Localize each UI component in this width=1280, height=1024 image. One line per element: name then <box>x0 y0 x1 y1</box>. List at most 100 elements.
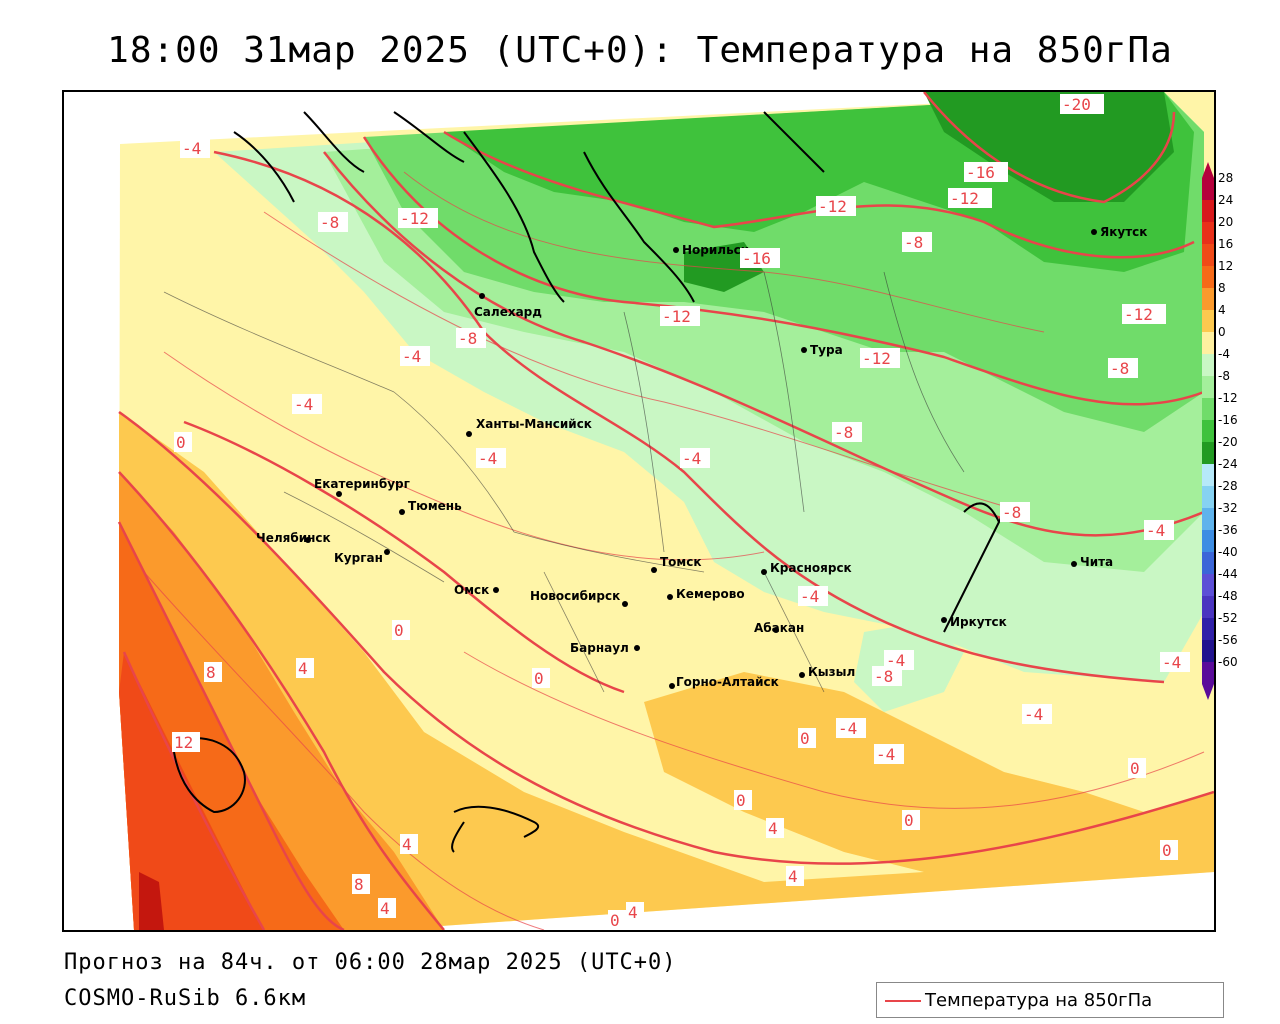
svg-text:4: 4 <box>402 835 412 854</box>
map-title: 18:00 31мар 2025 (UTC+0): Температура на… <box>107 30 1173 71</box>
svg-text:-4: -4 <box>1146 521 1165 540</box>
iso-label: -8 <box>456 328 486 348</box>
colorbar-tick-label: -56 <box>1218 633 1238 647</box>
city-tomsk[interactable]: Томск <box>651 555 702 573</box>
temperature-map[interactable]: Норильск Якутск Салехард Тура Ханты-Манс… <box>64 92 1214 930</box>
iso-label: 0 <box>902 810 920 830</box>
svg-text:0: 0 <box>1130 759 1140 778</box>
zone-minus20 <box>924 92 1174 202</box>
iso-label: -4 <box>400 346 430 366</box>
iso-label: -8 <box>1108 358 1138 378</box>
iso-label: 0 <box>532 668 550 688</box>
svg-text:Ханты-Мансийск: Ханты-Мансийск <box>476 417 592 431</box>
colorbar-tick-label: -12 <box>1218 391 1238 405</box>
svg-text:0: 0 <box>1162 841 1172 860</box>
city-khanty-mansiysk[interactable]: Ханты-Мансийск <box>466 417 592 437</box>
svg-text:-8: -8 <box>874 667 893 686</box>
svg-text:Томск: Томск <box>660 555 702 569</box>
map-legend: Температура на 850гПа <box>876 982 1224 1018</box>
svg-text:Екатеринбург: Екатеринбург <box>314 477 410 491</box>
colorbar-swatch <box>1202 420 1214 442</box>
colorbar-graphic: 28 24 20 16 12 8 4 0 -4 -8 -12 -16 -20 -24 -28 -32 -36 -4… <box>1202 162 1238 700</box>
svg-text:-4: -4 <box>478 449 497 468</box>
svg-text:-8: -8 <box>458 329 477 348</box>
iso-label: 4 <box>766 818 784 838</box>
svg-text:Абакан: Абакан <box>754 621 804 635</box>
svg-text:Омск: Омск <box>454 583 489 597</box>
city-norilsk[interactable]: Норильск <box>673 243 749 257</box>
svg-text:4: 4 <box>628 903 638 922</box>
svg-text:-8: -8 <box>1002 503 1021 522</box>
iso-label: -4 <box>874 744 904 764</box>
model-info: COSMO-RuSib 6.6км <box>64 986 307 1011</box>
iso-label: -8 <box>872 666 902 686</box>
colorbar-swatch <box>1202 574 1214 596</box>
svg-text:Новосибирск: Новосибирск <box>530 589 620 603</box>
iso-label: 0 <box>608 910 626 930</box>
city-yakutsk[interactable]: Якутск <box>1091 225 1147 239</box>
colorbar-swatch <box>1202 266 1214 288</box>
city-kurgan[interactable]: Курган <box>334 549 390 565</box>
svg-text:8: 8 <box>354 875 364 894</box>
svg-text:Норильск: Норильск <box>682 243 749 257</box>
city-chelyabinsk[interactable]: Челябинск <box>256 531 331 545</box>
colorbar-swatch <box>1202 464 1214 486</box>
colorbar-tick-label: -24 <box>1218 457 1238 471</box>
svg-text:-12: -12 <box>1124 305 1153 324</box>
svg-text:-12: -12 <box>862 349 891 368</box>
city-abakan[interactable]: Абакан <box>754 621 804 635</box>
city-omsk[interactable]: Омск <box>454 583 499 597</box>
colorbar-tick-label: 0 <box>1218 325 1226 339</box>
city-yekaterinburg[interactable]: Екатеринбург <box>314 477 410 497</box>
svg-text:-4: -4 <box>800 587 819 606</box>
city-irkutsk[interactable]: Иркутск <box>941 615 1007 629</box>
city-chita[interactable]: Чита <box>1071 555 1113 569</box>
svg-text:8: 8 <box>206 663 216 682</box>
svg-text:-8: -8 <box>834 423 853 442</box>
iso-label: -12 <box>660 306 700 326</box>
svg-text:Тура: Тура <box>810 343 843 357</box>
svg-text:-4: -4 <box>876 745 895 764</box>
iso-label: 4 <box>378 898 396 918</box>
iso-label: -4 <box>476 448 506 468</box>
forecast-info: Прогноз на 84ч. от 06:00 28мар 2025 (UTC… <box>64 950 677 975</box>
legend-line-swatch <box>885 1000 921 1002</box>
svg-text:12: 12 <box>174 733 193 752</box>
coastlines <box>173 111 1005 853</box>
iso-label: -4 <box>292 394 322 414</box>
colorbar-swatch <box>1202 178 1214 200</box>
colorbar-tick-label: -60 <box>1218 655 1238 669</box>
colorbar-tick-label: -48 <box>1218 589 1238 603</box>
city-gorno-altaysk[interactable]: Горно-Алтайск <box>669 675 779 689</box>
iso-label: -8 <box>902 232 932 252</box>
iso-label: -4 <box>798 586 828 606</box>
city-novosibirsk[interactable]: Новосибирск <box>530 589 628 607</box>
colorbar-tick-label: 24 <box>1218 193 1233 207</box>
iso-label: -8 <box>318 212 348 232</box>
map-panel[interactable]: Норильск Якутск Салехард Тура Ханты-Манс… <box>62 90 1216 932</box>
iso-label: 0 <box>734 790 752 810</box>
iso-label: 4 <box>400 834 418 854</box>
iso-label: 0 <box>1128 758 1146 778</box>
iso-label: -4 <box>180 138 210 158</box>
city-tyumen[interactable]: Тюмень <box>399 499 462 515</box>
isotherm-lines <box>117 92 1214 930</box>
svg-text:0: 0 <box>610 911 620 930</box>
svg-text:0: 0 <box>800 729 810 748</box>
colorbar-swatch <box>1202 596 1214 618</box>
city-tura[interactable]: Тура <box>801 343 843 357</box>
city-kemerovo[interactable]: Кемерово <box>667 587 745 601</box>
iso-label: -16 <box>964 162 1008 182</box>
colorbar-tick-label: -20 <box>1218 435 1238 449</box>
svg-text:-4: -4 <box>886 651 905 670</box>
city-barnaul[interactable]: Барнаул <box>570 641 640 655</box>
city-kyzyl[interactable]: Кызыл <box>799 665 855 679</box>
svg-text:4: 4 <box>298 659 308 678</box>
colorbar-tick-label: -44 <box>1218 567 1238 581</box>
svg-text:-12: -12 <box>400 209 429 228</box>
city-krasnoyarsk[interactable]: Красноярск <box>761 561 852 575</box>
colorbar-swatch <box>1202 618 1214 640</box>
region-borders <box>163 271 965 693</box>
city-salekhard[interactable]: Салехард <box>474 293 542 319</box>
iso-label: -4 <box>1160 652 1190 672</box>
